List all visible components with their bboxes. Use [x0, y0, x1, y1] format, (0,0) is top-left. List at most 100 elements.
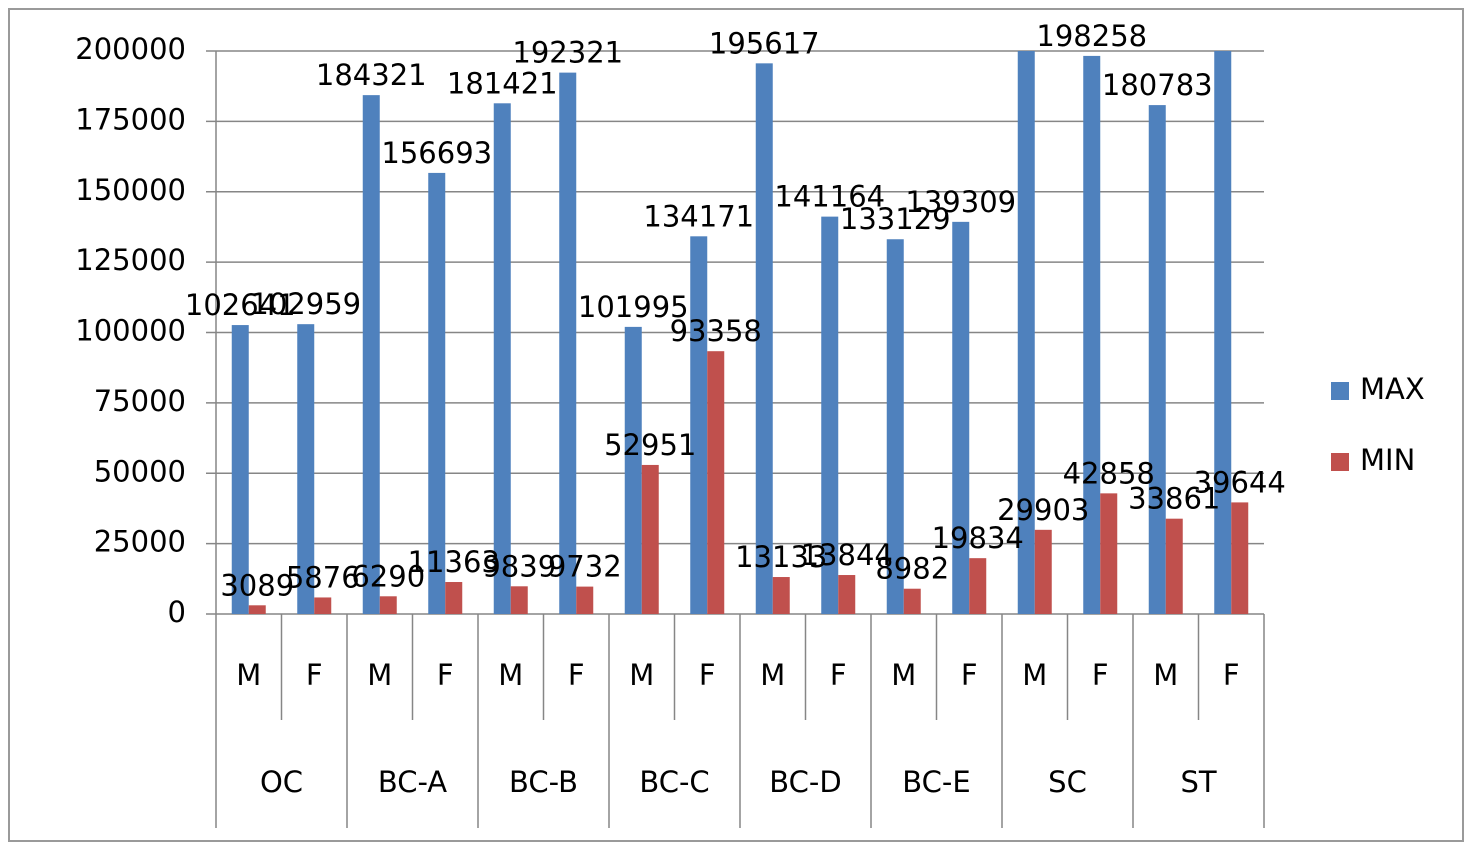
y-tick-label: 125000: [75, 243, 186, 277]
data-label: 195617: [709, 26, 820, 60]
data-label: 19834: [932, 521, 1024, 555]
data-label: 101995: [578, 290, 689, 324]
y-tick-label: 200000: [75, 32, 186, 66]
bar: [379, 596, 397, 614]
bar: [445, 582, 463, 614]
bar: [624, 326, 642, 614]
y-tick-label: 175000: [75, 102, 186, 136]
x-tick-label: M: [498, 658, 523, 692]
x-tick-label: M: [891, 658, 916, 692]
y-tick-label: 75000: [94, 384, 186, 418]
y-tick-label: 0: [168, 595, 186, 629]
data-label: 13844: [801, 538, 893, 572]
x-tick-label: M: [629, 658, 654, 692]
data-label: 192321: [512, 36, 623, 70]
group-label: ST: [1180, 765, 1216, 799]
bar: [510, 586, 528, 614]
data-label: 181421: [447, 66, 558, 100]
data-label: 9732: [548, 550, 622, 584]
x-tick-label: F: [699, 658, 716, 692]
bar: [559, 72, 577, 614]
x-tick-label: M: [760, 658, 785, 692]
bar: [1148, 105, 1166, 614]
data-label: 33861: [1128, 482, 1220, 516]
data-label: 180783: [1102, 68, 1213, 102]
bar: [903, 588, 921, 614]
data-label: 93358: [670, 314, 762, 348]
x-tick-label: F: [306, 658, 323, 692]
x-tick-label: M: [367, 658, 392, 692]
legend-label: MIN: [1360, 443, 1415, 477]
data-label: 5876: [286, 560, 360, 594]
bar: [641, 464, 659, 614]
x-tick-label: F: [830, 658, 847, 692]
bar: [969, 558, 987, 614]
bar: [314, 597, 332, 614]
bar: [772, 577, 790, 614]
group-label: BC-E: [902, 765, 970, 799]
data-label: 52951: [604, 428, 696, 462]
bar: [231, 325, 249, 614]
group-label: BC-D: [769, 765, 841, 799]
bar: [821, 216, 839, 614]
data-label: 6290: [351, 559, 425, 593]
legend-swatch: [1331, 382, 1349, 400]
bar: [755, 63, 773, 615]
data-label: 39644: [1194, 465, 1286, 499]
data-label: 29903: [997, 493, 1089, 527]
data-label: 184321: [316, 58, 427, 92]
bar: [493, 103, 511, 614]
data-label: 102959: [250, 287, 361, 321]
bar: [576, 586, 594, 614]
bar: [1083, 55, 1101, 614]
data-label: 198258: [1036, 19, 1147, 53]
x-tick-label: M: [236, 658, 261, 692]
legend-swatch: [1331, 453, 1349, 471]
data-label: 156693: [381, 136, 492, 170]
data-label: 13133: [735, 540, 827, 574]
data-label: 42858: [1063, 456, 1155, 490]
data-label: 9839: [482, 549, 556, 583]
bar: [1034, 529, 1052, 614]
group-label: BC-C: [639, 765, 709, 799]
data-label: 133129: [840, 202, 951, 236]
bar: [1214, 51, 1232, 614]
bar: [838, 575, 856, 614]
x-tick-label: F: [437, 658, 454, 692]
x-tick-label: F: [568, 658, 585, 692]
data-label: 11363: [408, 545, 500, 579]
y-tick-label: 50000: [94, 454, 186, 488]
bar: [1017, 51, 1035, 614]
x-tick-label: F: [1223, 658, 1240, 692]
group-label: SC: [1048, 765, 1087, 799]
bar: [886, 239, 904, 614]
bar: [1231, 502, 1249, 614]
bar: [690, 236, 708, 614]
data-label: 134171: [643, 199, 754, 233]
y-tick-label: 100000: [75, 314, 186, 348]
x-tick-label: M: [1022, 658, 1047, 692]
x-tick-label: F: [1092, 658, 1109, 692]
bar: [362, 95, 380, 615]
y-tick-label: 150000: [75, 173, 186, 207]
legend-label: MAX: [1360, 372, 1425, 406]
x-tick-label: M: [1153, 658, 1178, 692]
group-label: BC-B: [509, 765, 578, 799]
group-label: BC-A: [378, 765, 447, 799]
bar: [1100, 493, 1118, 614]
data-label: 8982: [875, 552, 949, 586]
data-label: 139309: [905, 185, 1016, 219]
y-tick-label: 25000: [94, 525, 186, 559]
data-label: 102641: [185, 288, 296, 322]
bar: [952, 221, 970, 615]
bar: [428, 172, 446, 614]
bar: [297, 324, 315, 614]
bar: [707, 351, 725, 614]
chart-border: [8, 8, 1464, 842]
group-label: OC: [260, 765, 303, 799]
x-tick-label: F: [961, 658, 978, 692]
data-label: 3089: [220, 568, 294, 602]
bar: [248, 605, 266, 614]
bar: [1165, 518, 1183, 614]
